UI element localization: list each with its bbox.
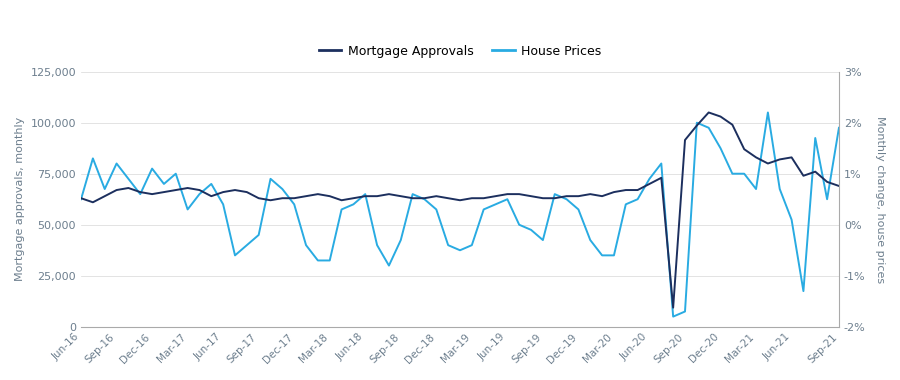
Legend: Mortgage Approvals, House Prices: Mortgage Approvals, House Prices xyxy=(314,40,606,63)
Y-axis label: Monthly change, house prices: Monthly change, house prices xyxy=(875,116,885,283)
Y-axis label: Mortgage approvals, monthly: Mortgage approvals, monthly xyxy=(15,117,25,281)
